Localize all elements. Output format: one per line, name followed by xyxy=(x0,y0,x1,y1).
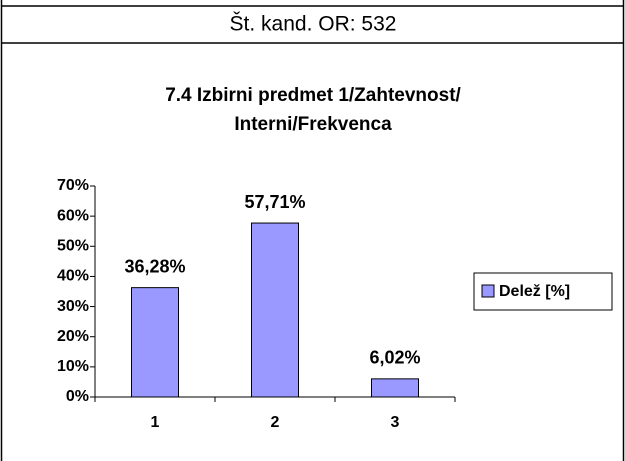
y-tick-label: 20% xyxy=(57,328,89,345)
header: Št. kand. OR: 532 xyxy=(230,13,397,36)
x-tick-label: 3 xyxy=(391,414,400,431)
y-tick-label: 10% xyxy=(57,358,89,375)
bar xyxy=(131,287,179,398)
y-tick-label: 70% xyxy=(57,177,89,194)
legend-label: Delež [%] xyxy=(499,283,570,300)
y-tick-label: 40% xyxy=(57,268,89,285)
chart-title: Interni/Frekvenca xyxy=(234,114,392,135)
y-tick-label: 0% xyxy=(66,388,89,405)
bar xyxy=(371,378,419,398)
data-label: 36,28% xyxy=(124,256,185,276)
legend-swatch xyxy=(481,284,495,298)
chart-title: 7.4 Izbirni predmet 1/Zahtevnost/ xyxy=(165,85,461,106)
data-label: 6,02% xyxy=(369,348,420,368)
x-tick-label: 1 xyxy=(151,414,160,431)
y-tick-label: 50% xyxy=(57,238,89,255)
y-tick-label: 60% xyxy=(57,207,89,224)
legend-box xyxy=(473,272,613,311)
bar xyxy=(251,222,299,398)
y-tick-label: 30% xyxy=(57,298,89,315)
x-tick-label: 2 xyxy=(271,414,280,431)
data-label: 57,71% xyxy=(244,192,305,212)
